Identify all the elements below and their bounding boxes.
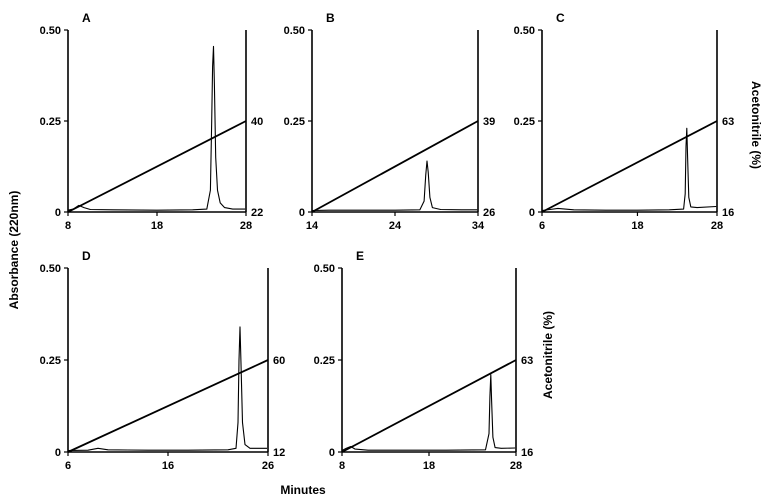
secondary-axis-title-bottom: Acetonitrile (%): [541, 311, 555, 399]
y-tick-label: 0: [55, 207, 61, 219]
x-axis-title: Minutes: [280, 483, 326, 497]
acetonitrile-gradient-line: [341, 359, 517, 453]
y-tick-label: 0.25: [514, 116, 535, 128]
y-tick-label: 0.50: [40, 25, 61, 37]
x-tick-label: 18: [151, 220, 163, 232]
panel-e: E 0 0.25 0.50 8 18 28 63 16: [314, 249, 534, 472]
x-tick-label: 14: [306, 220, 319, 232]
panel-c: C 0 0.25 0.50 6 18 28 63 16: [514, 11, 735, 232]
panel-a: A 0 0.25 0.50 8 18 28 40 22: [40, 11, 264, 232]
y-tick-label: 0: [299, 207, 305, 219]
panel-label: A: [82, 11, 91, 25]
panel-d: D 0 0.25 0.50 6 16 26 60 12: [40, 249, 286, 472]
acetonitrile-gradient-line: [541, 120, 718, 213]
panel-label: B: [326, 11, 335, 25]
absorbance-trace: [311, 160, 478, 212]
x-tick-label: 6: [539, 220, 545, 232]
x-tick-label: 28: [240, 220, 252, 232]
acetonitrile-end-label: 60: [273, 355, 285, 367]
acetonitrile-start-label: 22: [251, 207, 263, 219]
y-tick-label: 0.50: [284, 25, 305, 37]
x-tick-label: 24: [389, 220, 402, 232]
x-tick-label: 8: [339, 460, 345, 472]
absorbance-trace: [67, 45, 246, 211]
absorbance-trace: [341, 374, 516, 451]
x-tick-label: 28: [711, 220, 723, 232]
y-tick-label: 0.25: [284, 116, 305, 128]
acetonitrile-start-label: 16: [722, 207, 734, 219]
y-tick-label: 0.25: [40, 116, 61, 128]
x-tick-label: 8: [65, 220, 71, 232]
y-tick-label: 0.25: [314, 355, 335, 367]
x-tick-label: 18: [423, 460, 435, 472]
acetonitrile-start-label: 16: [521, 447, 533, 459]
x-tick-label: 16: [162, 460, 174, 472]
y-axis-title: Absorbance (220nm): [7, 191, 21, 310]
x-tick-label: 34: [472, 220, 485, 232]
acetonitrile-start-label: 12: [273, 447, 285, 459]
acetonitrile-end-label: 40: [251, 116, 263, 128]
acetonitrile-end-label: 63: [722, 116, 734, 128]
panel-label: E: [356, 249, 364, 263]
acetonitrile-gradient-line: [67, 359, 269, 453]
x-tick-label: 26: [262, 460, 274, 472]
y-tick-label: 0.50: [314, 263, 335, 275]
panels: A 0 0.25 0.50 8 18 28 40 22 B 0 0.25 0.50 14 24 34 39 26 C…: [40, 11, 735, 472]
acetonitrile-gradient-line: [311, 120, 479, 213]
absorbance-trace: [67, 326, 267, 452]
x-tick-label: 6: [65, 460, 71, 472]
panel-label: C: [556, 11, 565, 25]
acetonitrile-gradient-line: [67, 120, 247, 213]
acetonitrile-start-label: 26: [483, 207, 495, 219]
y-tick-label: 0.50: [40, 263, 61, 275]
y-tick-label: 0.50: [514, 25, 535, 37]
secondary-axis-title-top: Acetonitrile (%): [749, 81, 763, 169]
x-tick-label: 18: [631, 220, 643, 232]
y-tick-label: 0: [329, 447, 335, 459]
acetonitrile-end-label: 39: [483, 116, 495, 128]
panel-b: B 0 0.25 0.50 14 24 34 39 26: [284, 11, 496, 232]
y-tick-label: 0: [55, 447, 61, 459]
x-tick-label: 28: [510, 460, 522, 472]
y-tick-label: 0.25: [40, 355, 61, 367]
y-tick-label: 0: [529, 207, 535, 219]
absorbance-trace: [541, 127, 717, 212]
panel-label: D: [82, 249, 91, 263]
acetonitrile-end-label: 63: [521, 355, 533, 367]
